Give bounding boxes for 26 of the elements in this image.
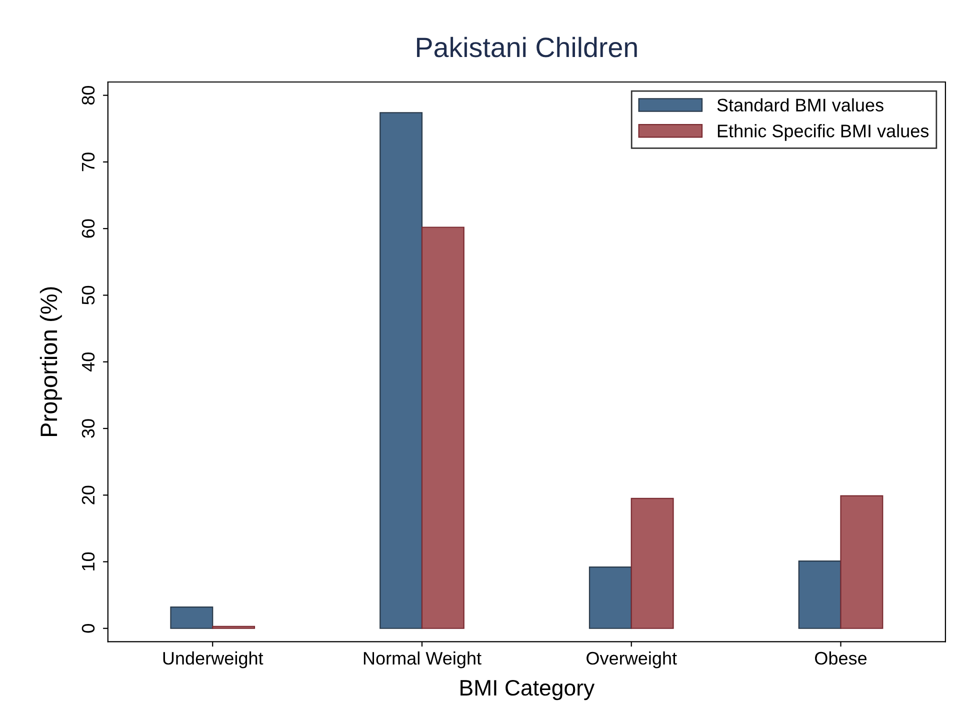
y-tick-label: 40	[82, 352, 95, 372]
legend-label: Standard BMI values	[717, 98, 884, 112]
y-tick-label: 70	[82, 152, 95, 172]
y-tick-label: 30	[82, 419, 95, 438]
x-tick-label: Overweight	[586, 651, 677, 668]
bar	[212, 626, 256, 629]
x-tick-label: Normal Weight	[364, 651, 482, 668]
bar	[798, 560, 842, 629]
y-tick-label: 10	[82, 552, 95, 570]
x-tick-label: Obese	[815, 651, 867, 665]
legend-label: Ethnic Specific BMI values	[718, 124, 929, 141]
y-tick-label: 60	[82, 219, 95, 238]
y-tick-label: 0	[82, 624, 95, 633]
bar	[840, 495, 884, 629]
bar	[380, 112, 423, 629]
y-tick-label: 80	[82, 86, 95, 105]
y-axis-title: Proportion (%)	[40, 287, 62, 436]
bar	[630, 498, 674, 629]
y-tick-label: 50	[82, 286, 95, 305]
x-axis-title: BMI Category	[460, 680, 595, 700]
y-tick-label: 20	[82, 486, 95, 504]
x-tick-label: Underweight	[163, 651, 264, 668]
bar	[588, 566, 632, 629]
bar	[421, 226, 464, 629]
chart-title: Pakistani Children	[417, 36, 637, 58]
bar	[170, 606, 214, 629]
